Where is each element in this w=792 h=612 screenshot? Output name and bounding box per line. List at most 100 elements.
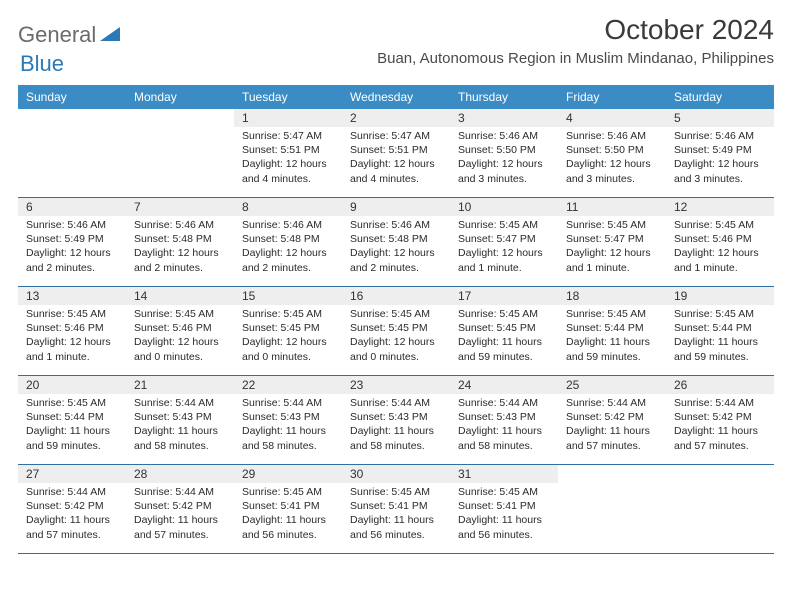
sunrise-text: Sunrise: 5:45 AM bbox=[566, 218, 658, 232]
weeks-container: 1 Sunrise: 5:47 AMSunset: 5:51 PM Daylight… bbox=[18, 109, 774, 554]
day-number: 17 bbox=[450, 287, 558, 305]
day-cell: 18Sunrise: 5:45 AMSunset: 5:44 PMDayligh… bbox=[558, 287, 666, 375]
calendar-page: General October 2024 Buan, Autonomous Re… bbox=[0, 0, 792, 568]
day-details: Sunrise: 5:46 AMSunset: 5:48 PMDaylight:… bbox=[234, 216, 342, 279]
daylight-text: Daylight: 11 hours and 59 minutes. bbox=[458, 335, 550, 363]
day-cell: 24Sunrise: 5:44 AMSunset: 5:43 PMDayligh… bbox=[450, 376, 558, 464]
weekday-header-cell: Sunday bbox=[18, 85, 126, 109]
day-details: Sunrise: 5:44 AMSunset: 5:43 PMDaylight:… bbox=[126, 394, 234, 457]
day-number bbox=[126, 109, 234, 127]
sunset-text: Sunset: 5:43 PM bbox=[242, 410, 334, 424]
sunrise-text: Sunrise: 5:44 AM bbox=[134, 485, 226, 499]
day-number: 9 bbox=[342, 198, 450, 216]
sunrise-text: Sunrise: 5:45 AM bbox=[26, 396, 118, 410]
day-cell: 3Sunrise: 5:46 AMSunset: 5:50 PMDaylight… bbox=[450, 109, 558, 197]
day-details: Sunrise: 5:46 AMSunset: 5:48 PMDaylight:… bbox=[342, 216, 450, 279]
day-number: 20 bbox=[18, 376, 126, 394]
sunrise-text: Sunrise: 5:46 AM bbox=[350, 218, 442, 232]
sunset-text: Sunset: 5:49 PM bbox=[26, 232, 118, 246]
day-cell: 15Sunrise: 5:45 AMSunset: 5:45 PMDayligh… bbox=[234, 287, 342, 375]
day-details: Sunrise: 5:45 AMSunset: 5:41 PMDaylight:… bbox=[450, 483, 558, 546]
day-details: Sunrise: 5:45 AMSunset: 5:45 PMDaylight:… bbox=[234, 305, 342, 368]
day-number: 28 bbox=[126, 465, 234, 483]
sunset-text: Sunset: 5:43 PM bbox=[350, 410, 442, 424]
daylight-text: Daylight: 11 hours and 59 minutes. bbox=[674, 335, 766, 363]
day-number: 6 bbox=[18, 198, 126, 216]
logo-triangle-icon bbox=[100, 25, 120, 46]
day-number: 16 bbox=[342, 287, 450, 305]
day-details: Sunrise: 5:46 AMSunset: 5:50 PMDaylight:… bbox=[558, 127, 666, 190]
day-cell: 30Sunrise: 5:45 AMSunset: 5:41 PMDayligh… bbox=[342, 465, 450, 553]
day-details: Sunrise: 5:45 AMSunset: 5:44 PMDaylight:… bbox=[558, 305, 666, 368]
month-title: October 2024 bbox=[377, 14, 774, 46]
sunrise-text: Sunrise: 5:45 AM bbox=[134, 307, 226, 321]
daylight-text: Daylight: 12 hours and 3 minutes. bbox=[458, 157, 550, 185]
day-cell bbox=[18, 109, 126, 197]
sunrise-text: Sunrise: 5:47 AM bbox=[242, 129, 334, 143]
day-details: Sunrise: 5:45 AMSunset: 5:47 PMDaylight:… bbox=[558, 216, 666, 279]
day-number: 2 bbox=[342, 109, 450, 127]
day-cell: 19Sunrise: 5:45 AMSunset: 5:44 PMDayligh… bbox=[666, 287, 774, 375]
daylight-text: Daylight: 12 hours and 0 minutes. bbox=[134, 335, 226, 363]
day-cell: 20Sunrise: 5:45 AMSunset: 5:44 PMDayligh… bbox=[18, 376, 126, 464]
day-number: 13 bbox=[18, 287, 126, 305]
day-cell: 9Sunrise: 5:46 AMSunset: 5:48 PMDaylight… bbox=[342, 198, 450, 286]
day-details: Sunrise: 5:46 AMSunset: 5:48 PMDaylight:… bbox=[126, 216, 234, 279]
daylight-text: Daylight: 12 hours and 1 minute. bbox=[458, 246, 550, 274]
weekday-header-cell: Wednesday bbox=[342, 85, 450, 109]
day-number: 26 bbox=[666, 376, 774, 394]
sunrise-text: Sunrise: 5:46 AM bbox=[566, 129, 658, 143]
sunset-text: Sunset: 5:42 PM bbox=[674, 410, 766, 424]
daylight-text: Daylight: 12 hours and 2 minutes. bbox=[242, 246, 334, 274]
day-details: Sunrise: 5:45 AMSunset: 5:46 PMDaylight:… bbox=[666, 216, 774, 279]
sunset-text: Sunset: 5:42 PM bbox=[134, 499, 226, 513]
daylight-text: Daylight: 12 hours and 1 minute. bbox=[26, 335, 118, 363]
day-number: 5 bbox=[666, 109, 774, 127]
daylight-text: Daylight: 12 hours and 0 minutes. bbox=[350, 335, 442, 363]
sunrise-text: Sunrise: 5:46 AM bbox=[458, 129, 550, 143]
day-details: Sunrise: 5:45 AMSunset: 5:46 PMDaylight:… bbox=[126, 305, 234, 368]
sunset-text: Sunset: 5:50 PM bbox=[566, 143, 658, 157]
daylight-text: Daylight: 12 hours and 4 minutes. bbox=[350, 157, 442, 185]
day-details: Sunrise: 5:45 AMSunset: 5:44 PMDaylight:… bbox=[666, 305, 774, 368]
sunset-text: Sunset: 5:41 PM bbox=[458, 499, 550, 513]
sunset-text: Sunset: 5:47 PM bbox=[566, 232, 658, 246]
day-number: 1 bbox=[234, 109, 342, 127]
day-cell: 25Sunrise: 5:44 AMSunset: 5:42 PMDayligh… bbox=[558, 376, 666, 464]
sunrise-text: Sunrise: 5:45 AM bbox=[674, 307, 766, 321]
sunset-text: Sunset: 5:50 PM bbox=[458, 143, 550, 157]
day-cell bbox=[126, 109, 234, 197]
sunrise-text: Sunrise: 5:44 AM bbox=[350, 396, 442, 410]
sunrise-text: Sunrise: 5:46 AM bbox=[134, 218, 226, 232]
day-cell: 26Sunrise: 5:44 AMSunset: 5:42 PMDayligh… bbox=[666, 376, 774, 464]
daylight-text: Daylight: 12 hours and 0 minutes. bbox=[242, 335, 334, 363]
daylight-text: Daylight: 12 hours and 1 minute. bbox=[566, 246, 658, 274]
sunset-text: Sunset: 5:51 PM bbox=[242, 143, 334, 157]
daylight-text: Daylight: 11 hours and 59 minutes. bbox=[566, 335, 658, 363]
day-number: 8 bbox=[234, 198, 342, 216]
logo-text-blue: Blue bbox=[20, 51, 64, 76]
sunset-text: Sunset: 5:46 PM bbox=[674, 232, 766, 246]
day-number bbox=[18, 109, 126, 127]
sunrise-text: Sunrise: 5:46 AM bbox=[242, 218, 334, 232]
sunset-text: Sunset: 5:45 PM bbox=[458, 321, 550, 335]
sunrise-text: Sunrise: 5:45 AM bbox=[26, 307, 118, 321]
sunset-text: Sunset: 5:41 PM bbox=[350, 499, 442, 513]
sunset-text: Sunset: 5:44 PM bbox=[26, 410, 118, 424]
day-number: 27 bbox=[18, 465, 126, 483]
daylight-text: Daylight: 12 hours and 2 minutes. bbox=[26, 246, 118, 274]
day-number: 23 bbox=[342, 376, 450, 394]
day-cell: 11Sunrise: 5:45 AMSunset: 5:47 PMDayligh… bbox=[558, 198, 666, 286]
daylight-text: Daylight: 12 hours and 3 minutes. bbox=[566, 157, 658, 185]
day-details: Sunrise: 5:45 AMSunset: 5:41 PMDaylight:… bbox=[342, 483, 450, 546]
sunrise-text: Sunrise: 5:44 AM bbox=[458, 396, 550, 410]
sunrise-text: Sunrise: 5:45 AM bbox=[674, 218, 766, 232]
day-details: Sunrise: 5:44 AMSunset: 5:43 PMDaylight:… bbox=[450, 394, 558, 457]
title-block: October 2024 Buan, Autonomous Region in … bbox=[377, 14, 774, 67]
daylight-text: Daylight: 11 hours and 57 minutes. bbox=[134, 513, 226, 541]
day-cell: 12Sunrise: 5:45 AMSunset: 5:46 PMDayligh… bbox=[666, 198, 774, 286]
day-number: 21 bbox=[126, 376, 234, 394]
day-details: Sunrise: 5:46 AMSunset: 5:49 PMDaylight:… bbox=[18, 216, 126, 279]
day-number: 24 bbox=[450, 376, 558, 394]
day-number: 12 bbox=[666, 198, 774, 216]
